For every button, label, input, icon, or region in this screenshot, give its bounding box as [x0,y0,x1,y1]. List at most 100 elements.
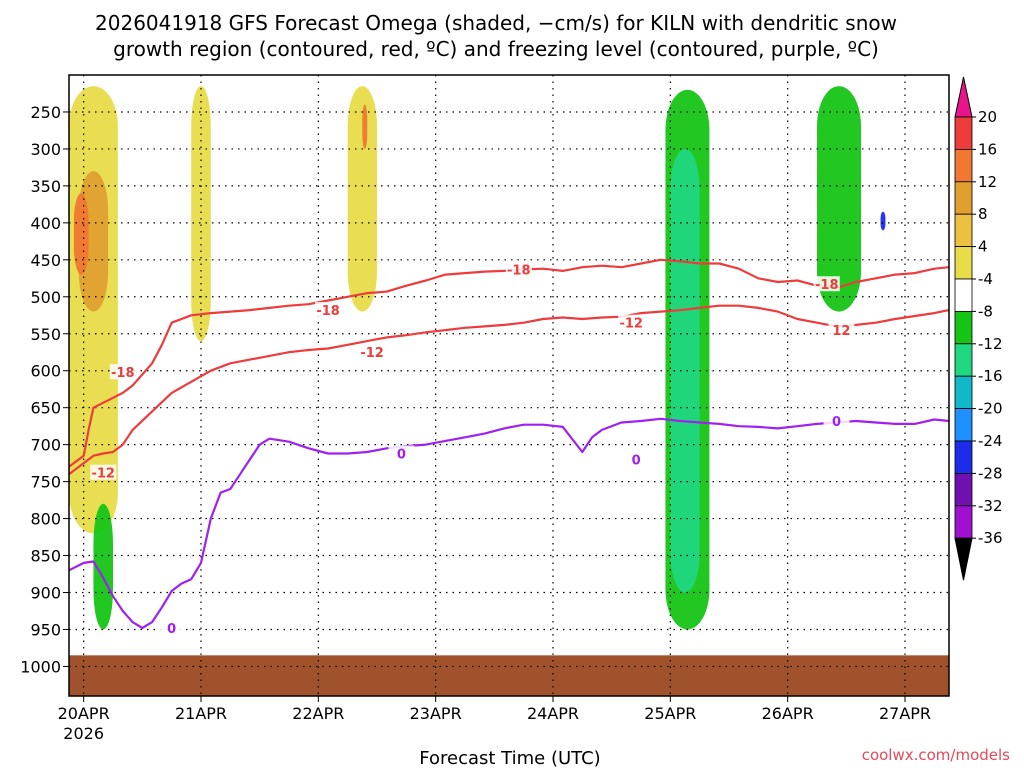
y-tick-label-850: 850 [30,547,61,566]
colorbar-swatch-10 [954,440,973,474]
grid: 250 300 350 400 450 500 550 600 650 700 750 800 850 9… [20,75,949,743]
contour-label-8: 0 [167,622,176,637]
y-tick-label-950: 950 [30,620,61,639]
x-tick-label-24APR: 24APR [527,704,579,723]
contour-label-bg-8 [158,619,185,635]
contour-label-0: -18 [111,366,135,381]
contour-label-5: -12 [619,317,643,332]
chart-title-line2: growth region (contoured, red, ºC) and f… [113,37,879,61]
plot-frame [68,74,950,697]
credit-text: coolwx.com/models [862,746,1010,764]
x-tick-label-22APR: 22APR [292,704,344,723]
y-tick-label-450: 450 [30,251,61,270]
y-tick-label-250: 250 [30,103,61,122]
contour-label-bg-6 [813,276,840,292]
colorbar-label-7: -12 [978,335,1003,353]
y-tick-label-400: 400 [30,214,61,233]
contour-label-bg-11 [823,412,850,428]
colorbar-label-6: -8 [978,302,993,320]
contour-label-4: -18 [507,263,531,278]
colorbar-swatch-1 [954,148,973,183]
shaded-region-teal-band-25apr [670,148,700,593]
colorbar-swatch-9 [954,408,973,442]
y-tick-label-500: 500 [30,288,61,307]
x-tick-label-27APR: 27APR [879,704,931,723]
colorbar-label-5: -4 [978,270,993,288]
y-tick-label-1000: 1000 [20,657,61,676]
plot-area: 250 300 350 400 450 500 550 600 650 700 750 800 850 9… [20,74,950,743]
y-tick-label-800: 800 [30,510,61,529]
shaded-region-red-core-20apr [73,193,89,275]
x-tick-label-21APR: 21APR [175,704,227,723]
omega-shading [69,86,886,630]
contour-label-bg-10 [623,451,650,467]
colorbar-label-11: -28 [978,464,1003,482]
x-tick-label-25APR: 25APR [644,704,696,723]
contour-label-bg-7 [828,322,855,338]
shaded-region-yellow-plume-22apr [347,86,377,312]
colorbar-label-10: -24 [978,432,1003,450]
terrain-fill [69,655,949,696]
colorbar-label-12: -32 [978,497,1003,515]
colorbar-top-extend [954,76,973,118]
y-tick-label-650: 650 [30,399,61,418]
contour-label-bg-2 [315,302,342,318]
shaded-region-green-band-26apr [817,86,861,312]
contour-label-6: -18 [815,278,839,293]
contour-label-1: -12 [91,467,115,482]
shaded-region-red-core-22apr [362,104,368,149]
shaded-region-green-lowlevel-20apr [93,503,113,630]
contour-dgz-bottom [68,304,950,476]
chart-title-line1: 2026041918 GFS Forecast Omega (shaded, −… [95,11,897,35]
contour-freezing-level [68,417,950,630]
contour-label-11: 0 [832,415,841,430]
colorbar: 20 16 12 8 4 -4 -8 -12 -16 -20 -24 -28 -32 -36 [954,76,1003,581]
contour-label-3: -12 [360,346,384,361]
colorbar-swatch-5 [954,278,973,312]
contour-dgz-top [68,258,950,468]
colorbar-swatch-3 [954,213,973,247]
colorbar-label-0: 20 [978,108,997,126]
x-tick-label-23APR: 23APR [410,704,462,723]
x-tick-label-20APR: 20APR [58,704,110,723]
colorbar-swatch-2 [954,181,973,215]
colorbar-swatch-8 [954,375,973,410]
y-tick-label-300: 300 [30,140,61,159]
colorbar-swatch-6 [954,310,973,345]
x-tick-label-26APR: 26APR [762,704,814,723]
y-tick-label-900: 900 [30,584,61,603]
contour-label-9: 0 [397,448,406,463]
plot-background [69,75,949,696]
shaded-region-yellow-plume-21apr [191,86,211,342]
colorbar-label-13: -36 [978,529,1003,547]
colorbar-swatch-11 [954,472,973,507]
colorbar-swatch-0 [954,116,973,150]
x-tick-sublabel-20APR: 2026 [63,724,104,743]
colorbar-swatch-4 [954,246,973,280]
y-tick-label-350: 350 [30,177,61,196]
contour-label-bg-0 [109,364,136,380]
contour-label-7: 12 [832,324,850,339]
colorbar-label-8: -16 [978,367,1003,385]
x-axis-label: Forecast Time (UTC) [419,748,600,768]
colorbar-bottom-extend [954,537,973,581]
colorbar-label-1: 16 [978,140,997,158]
contour-label-bg-9 [388,445,415,461]
contour-label-bg-3 [359,344,386,360]
colorbar-label-4: 4 [978,238,988,256]
y-tick-label-750: 750 [30,473,61,492]
contour-label-10: 0 [632,453,641,468]
contour-label-2: -18 [316,304,340,319]
colorbar-label-9: -20 [978,400,1003,418]
y-tick-label-700: 700 [30,436,61,455]
shaded-region-purple-core-26apr [880,211,886,231]
colorbar-label-3: 8 [978,205,988,223]
contour-label-bg-5 [618,314,645,330]
contour-label-bg-4 [505,261,532,277]
contour-label-bg-1 [90,464,117,480]
colorbar-swatch-12 [954,505,973,539]
colorbar-label-2: 12 [978,173,997,191]
contour-lines: -18 -12 -18 -12 -18 -12 -18 12 0 0 0 0 [68,258,950,637]
y-tick-label-550: 550 [30,325,61,344]
